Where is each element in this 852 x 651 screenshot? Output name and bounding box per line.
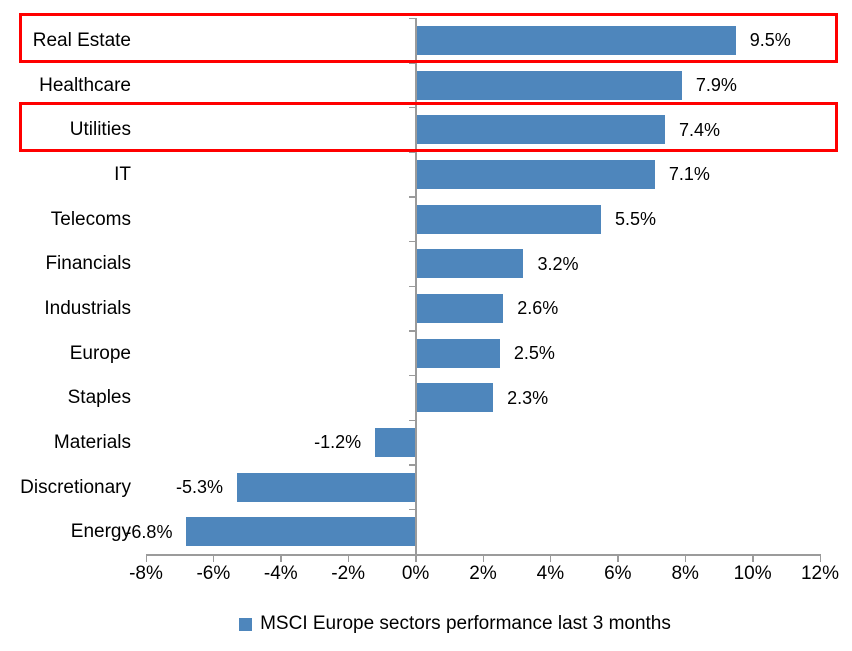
category-label: Staples [67, 387, 131, 409]
value-label: 5.5% [614, 209, 656, 229]
legend-label: MSCI Europe sectors performance last 3 m… [260, 613, 671, 634]
category-tick [408, 196, 416, 198]
x-tick-label: -2% [331, 563, 366, 584]
category-tick [408, 151, 416, 153]
category-tick [408, 62, 416, 64]
x-tick-label: -6% [196, 563, 231, 584]
zero-axis-line [415, 18, 417, 554]
value-label: 2.3% [507, 387, 549, 408]
value-tick [617, 554, 619, 562]
value-label: 7.1% [668, 164, 710, 185]
value-tick [280, 554, 282, 562]
x-tick-label: -8% [129, 563, 163, 584]
bar [415, 115, 665, 145]
category-tick [408, 285, 416, 287]
value-tick [482, 554, 484, 562]
x-tick-label: 6% [604, 563, 632, 584]
category-label: Europe [69, 342, 131, 364]
category-tick [408, 464, 416, 466]
value-label: -1.2% [314, 432, 362, 453]
x-tick-label: 8% [671, 563, 699, 584]
bar [186, 517, 416, 547]
category-tick [408, 106, 416, 109]
value-label: 3.2% [537, 253, 579, 274]
x-tick-label: 2% [469, 563, 497, 584]
bar [236, 472, 416, 502]
value-label: 7.4% [678, 119, 720, 140]
x-tick-label: 12% [800, 563, 840, 584]
category-label: IT [114, 163, 131, 185]
category-label: Energy [70, 521, 131, 543]
category-label: Financials [45, 253, 131, 275]
value-label: -5.3% [175, 477, 223, 497]
value-label: 9.5% [749, 30, 791, 51]
value-tick [212, 554, 215, 562]
value-label: 7.9% [695, 75, 737, 95]
category-tick [408, 17, 416, 19]
x-tick-label: 0% [401, 563, 430, 584]
category-label: Materials [53, 431, 131, 453]
value-label: 2.6% [517, 298, 559, 319]
bar [415, 204, 601, 234]
value-tick [819, 554, 821, 562]
category-label: Utilities [69, 119, 131, 141]
bar [415, 159, 655, 189]
category-tick [408, 374, 416, 377]
bar [415, 249, 524, 279]
bar [415, 383, 494, 413]
bar [415, 293, 504, 323]
value-tick [549, 554, 552, 562]
category-tick [408, 419, 416, 421]
bar [415, 25, 736, 55]
category-label: Real Estate [32, 29, 131, 51]
bar [375, 427, 416, 457]
category-tick [408, 240, 416, 243]
value-tick [752, 554, 754, 562]
category-label: Discretionary [20, 476, 131, 498]
category-tick [408, 330, 416, 332]
value-tick [145, 554, 147, 562]
x-tick-label: 4% [536, 563, 565, 584]
value-tick [415, 554, 417, 562]
category-label: Healthcare [39, 74, 131, 96]
value-tick [684, 554, 687, 562]
value-label: 2.5% [513, 343, 555, 363]
legend: MSCI Europe sectors performance last 3 m… [0, 613, 852, 635]
category-tick [408, 508, 416, 511]
category-label: Industrials [44, 297, 131, 319]
value-label: -6.8% [125, 521, 173, 542]
category-label: Telecoms [50, 208, 131, 230]
x-tick-label: -4% [263, 563, 298, 584]
x-tick-label: 10% [733, 563, 772, 584]
bar [415, 70, 682, 100]
legend-swatch-icon [239, 617, 253, 631]
bar [415, 338, 500, 368]
value-tick [347, 554, 350, 562]
